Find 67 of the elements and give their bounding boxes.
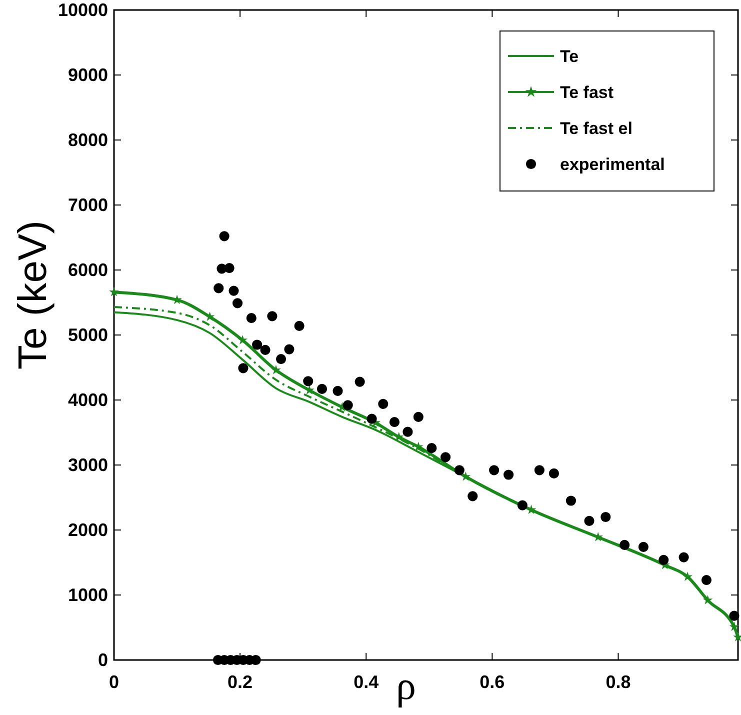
x-tick-label: 0.2	[228, 672, 253, 692]
point	[224, 263, 234, 274]
point	[354, 376, 365, 387]
x-axis-title: ρ	[396, 663, 416, 708]
y-tick-label: 1000	[68, 585, 108, 605]
point	[332, 386, 343, 396]
point	[402, 426, 413, 437]
legend-label: experimental	[560, 155, 665, 174]
point	[378, 398, 388, 409]
y-tick-label: 0	[98, 650, 108, 670]
point	[366, 414, 377, 424]
point	[246, 313, 256, 324]
point	[294, 320, 304, 331]
point	[204, 312, 215, 321]
point	[678, 552, 689, 562]
legend-label: Te	[560, 47, 579, 66]
point	[440, 452, 451, 462]
legend-label: Te fast	[560, 83, 614, 102]
legend-label: Te fast el	[560, 119, 632, 138]
point	[468, 491, 478, 502]
point	[214, 283, 224, 294]
point	[389, 417, 400, 428]
y-axis-title: Te (keV)	[11, 220, 55, 370]
point	[238, 335, 248, 344]
y-tick-label: 3000	[68, 455, 108, 475]
point	[534, 465, 544, 476]
point	[228, 286, 239, 296]
point	[489, 465, 500, 476]
point	[342, 400, 353, 410]
y-tick-label: 7000	[68, 195, 108, 215]
point	[620, 540, 630, 550]
point	[276, 354, 286, 364]
point	[658, 554, 669, 565]
y-tick-label: 6000	[68, 260, 108, 280]
point	[316, 384, 328, 394]
point	[260, 344, 270, 355]
point	[504, 470, 514, 480]
point	[566, 496, 576, 506]
point	[600, 512, 611, 522]
y-tick-label: 4000	[68, 390, 108, 410]
y-tick-label: 9000	[68, 65, 108, 85]
point	[267, 311, 278, 322]
point	[109, 286, 119, 296]
point	[682, 572, 692, 581]
point	[638, 542, 648, 552]
point	[232, 298, 243, 308]
y-tick-label: 2000	[68, 520, 108, 540]
point	[701, 575, 712, 586]
y-tick-label: 5000	[68, 325, 108, 345]
point	[584, 516, 594, 526]
point	[219, 231, 230, 242]
point	[454, 465, 464, 476]
x-tick-label: 0.6	[480, 672, 505, 692]
point	[271, 364, 281, 374]
point	[252, 340, 262, 350]
point	[548, 468, 559, 478]
point	[517, 500, 528, 510]
point	[303, 376, 314, 386]
y-tick-label: 8000	[68, 130, 108, 150]
point	[729, 610, 740, 621]
point	[284, 344, 294, 354]
point	[413, 412, 424, 422]
y-tick-label: 10000	[58, 0, 108, 20]
x-tick-label: 0.4	[354, 672, 379, 692]
x-tick-label: 0.8	[606, 672, 631, 692]
point	[426, 443, 437, 454]
point	[238, 363, 248, 374]
